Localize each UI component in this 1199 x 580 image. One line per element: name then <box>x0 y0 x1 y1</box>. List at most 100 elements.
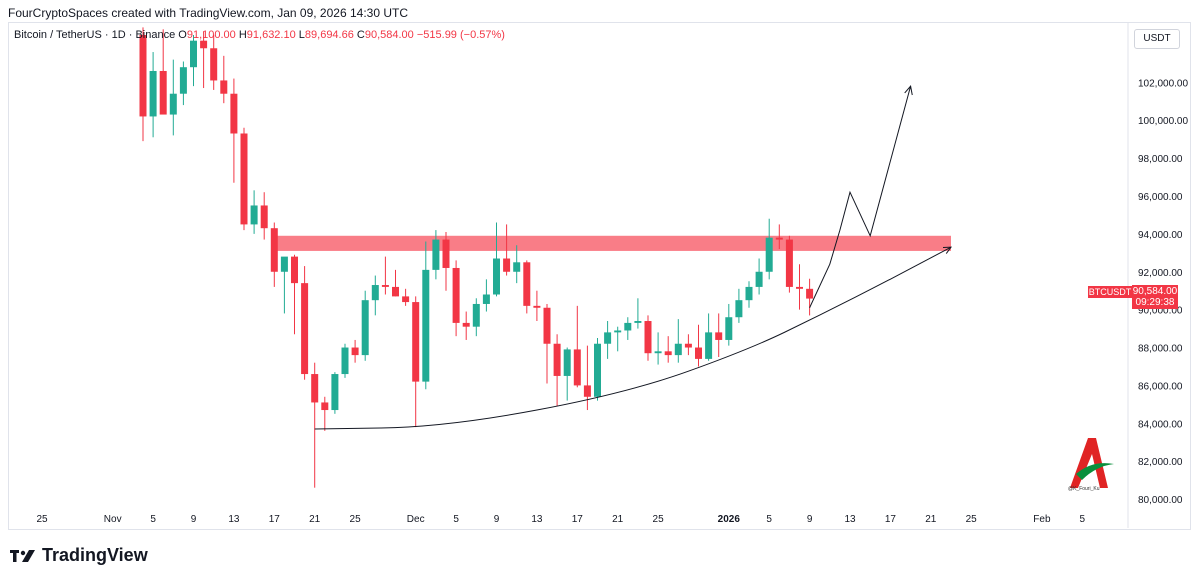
candle[interactable] <box>796 264 803 310</box>
candle-body <box>785 239 793 287</box>
candle[interactable] <box>705 313 713 361</box>
candle[interactable] <box>392 269 399 297</box>
x-tick-label: 5 <box>150 514 156 525</box>
candle-body <box>462 322 470 327</box>
candle[interactable] <box>361 290 369 361</box>
legend-change: −515.99 (−0.57%) <box>416 29 505 41</box>
candle[interactable] <box>533 290 541 322</box>
candle-body <box>361 300 369 356</box>
candle[interactable] <box>169 59 177 136</box>
last-price-value: 90,584.00 <box>1132 286 1178 297</box>
candle[interactable] <box>775 224 783 250</box>
candle[interactable] <box>442 231 450 291</box>
candle[interactable] <box>422 241 430 390</box>
candle[interactable] <box>594 338 601 401</box>
candle-body <box>806 288 814 299</box>
candle[interactable] <box>412 296 420 428</box>
candle[interactable] <box>341 343 349 378</box>
candle[interactable] <box>472 298 480 337</box>
candle[interactable] <box>139 27 147 142</box>
legend-high: 91,632.10 <box>246 29 296 41</box>
candle-body <box>250 205 258 225</box>
candle[interactable] <box>240 127 248 231</box>
candle-body <box>674 343 682 356</box>
candle[interactable] <box>695 324 702 367</box>
candle[interactable] <box>250 190 258 234</box>
candle[interactable] <box>755 258 763 295</box>
candle[interactable] <box>614 326 622 352</box>
candle[interactable] <box>513 245 521 284</box>
candle[interactable] <box>634 298 642 329</box>
projection-path[interactable] <box>809 86 912 308</box>
candle-body <box>331 374 339 411</box>
candle[interactable] <box>806 278 814 316</box>
candle[interactable] <box>280 256 288 314</box>
candle[interactable] <box>210 35 218 90</box>
candle[interactable] <box>159 29 167 115</box>
projection-arrowhead <box>904 85 913 96</box>
candle[interactable] <box>402 288 410 306</box>
resistance-zone[interactable] <box>274 235 951 251</box>
candle[interactable] <box>149 52 157 138</box>
candle[interactable] <box>715 313 723 357</box>
candle[interactable] <box>482 279 490 312</box>
legend-close-label: C <box>356 29 365 41</box>
candle-body <box>755 271 763 287</box>
x-tick-label: 5 <box>766 514 772 525</box>
candle[interactable] <box>381 256 389 295</box>
candle[interactable] <box>351 339 359 363</box>
candle[interactable] <box>220 55 228 104</box>
tradingview-brand[interactable]: TradingView <box>10 545 148 566</box>
candle-body <box>402 296 410 303</box>
bar-countdown: 09:29:38 <box>1135 297 1175 308</box>
candle[interactable] <box>664 336 672 363</box>
candle[interactable] <box>765 218 773 280</box>
candle[interactable] <box>190 35 197 87</box>
candle[interactable] <box>725 303 733 346</box>
legend-low-label: L <box>298 29 305 41</box>
candle[interactable] <box>745 281 753 308</box>
candle[interactable] <box>311 362 319 488</box>
candle[interactable] <box>503 224 511 276</box>
x-tick-label: 17 <box>572 514 584 525</box>
candle[interactable] <box>684 334 692 356</box>
candle[interactable] <box>230 78 238 183</box>
candle[interactable] <box>563 347 571 401</box>
candle[interactable] <box>331 372 339 414</box>
candle-body <box>321 402 329 411</box>
candle[interactable] <box>493 222 500 297</box>
candle[interactable] <box>785 235 793 293</box>
candle[interactable] <box>735 288 743 323</box>
candle[interactable] <box>543 303 551 384</box>
candle[interactable] <box>654 332 662 365</box>
candle[interactable] <box>452 260 460 337</box>
candle[interactable] <box>432 230 440 280</box>
candle-body <box>392 286 399 297</box>
candle-body <box>775 237 783 240</box>
legend-symbol[interactable]: Bitcoin / TetherUS · 1D · Binance <box>14 29 176 41</box>
candle[interactable] <box>462 311 470 340</box>
currency-selector[interactable]: USDT <box>1134 29 1180 49</box>
candle[interactable] <box>674 319 682 363</box>
candle[interactable] <box>321 396 329 431</box>
candle[interactable] <box>604 321 612 359</box>
support-curve[interactable] <box>314 246 952 430</box>
candle[interactable] <box>200 31 208 89</box>
candle[interactable] <box>573 305 581 388</box>
chart-caption: FourCryptoSpaces created with TradingVie… <box>8 6 408 20</box>
candle-body <box>513 262 521 272</box>
candle[interactable] <box>260 192 268 240</box>
candle[interactable] <box>553 334 561 407</box>
candle[interactable] <box>644 315 652 361</box>
candle[interactable] <box>624 317 632 340</box>
candle[interactable] <box>291 254 298 335</box>
candle[interactable] <box>270 222 278 287</box>
candle[interactable] <box>523 260 531 314</box>
candle[interactable] <box>179 61 187 106</box>
x-tick-label: 17 <box>885 514 897 525</box>
y-tick-label: 96,000.00 <box>1138 192 1183 203</box>
x-tick-label: Feb <box>1033 514 1051 525</box>
candle[interactable] <box>301 266 309 380</box>
candle[interactable] <box>371 275 379 316</box>
